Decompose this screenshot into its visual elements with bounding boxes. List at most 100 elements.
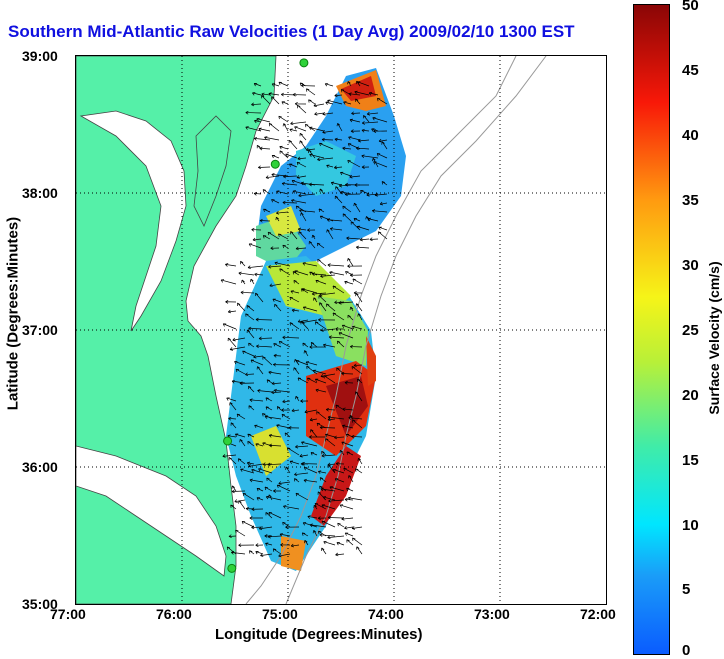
velocity-arrow bbox=[222, 323, 237, 330]
velocity-arrow bbox=[282, 399, 291, 404]
velocity-arrow bbox=[231, 379, 246, 384]
velocity-arrow bbox=[258, 336, 273, 341]
velocity-arrow bbox=[267, 231, 280, 240]
velocity-arrow bbox=[288, 139, 298, 150]
velocity-arrow bbox=[227, 309, 237, 314]
velocity-arrow bbox=[294, 126, 307, 132]
velocity-arrow bbox=[271, 381, 282, 386]
velocity-arrow bbox=[314, 321, 327, 330]
velocity-arrow bbox=[230, 504, 237, 510]
velocity-arrow bbox=[319, 533, 336, 537]
velocity-arrow bbox=[265, 406, 273, 411]
velocity-arrow bbox=[322, 130, 334, 134]
velocity-arrow bbox=[372, 117, 388, 123]
velocity-arrow bbox=[276, 190, 289, 195]
velocity-arrow bbox=[334, 478, 345, 483]
velocity-arrow bbox=[232, 337, 246, 342]
station-marker bbox=[270, 159, 280, 169]
velocity-arrow bbox=[378, 138, 388, 143]
station-marker bbox=[227, 563, 237, 573]
velocity-arrow bbox=[225, 300, 237, 304]
velocity-arrow bbox=[239, 381, 255, 386]
velocity-arrow bbox=[324, 83, 334, 87]
velocity-arrow bbox=[341, 324, 354, 330]
velocity-arrow bbox=[356, 225, 370, 231]
velocity-arrow bbox=[348, 416, 363, 420]
velocity-arrow bbox=[356, 146, 370, 151]
velocity-arrow bbox=[271, 96, 280, 105]
velocity-arrow bbox=[341, 516, 354, 521]
velocity-arrow bbox=[235, 368, 246, 375]
velocity-arrow bbox=[344, 380, 354, 385]
velocity-arrow bbox=[312, 369, 327, 375]
x-tick-label: 75:00 bbox=[262, 606, 298, 622]
velocity-arrow bbox=[241, 279, 246, 285]
velocity-arrow bbox=[311, 291, 327, 296]
velocity-arrow bbox=[301, 83, 316, 88]
velocity-arrow bbox=[325, 407, 336, 412]
velocity-arrow bbox=[264, 486, 273, 492]
velocity-arrow bbox=[281, 408, 291, 412]
velocity-arrow bbox=[290, 231, 298, 240]
velocity-arrow bbox=[246, 305, 255, 312]
velocity-arrow bbox=[270, 246, 280, 251]
velocity-arrow bbox=[254, 424, 264, 429]
velocity-arrow bbox=[254, 272, 264, 277]
velocity-arrow bbox=[356, 546, 363, 555]
velocity-arrow bbox=[309, 417, 318, 422]
velocity-arrow bbox=[346, 236, 361, 241]
velocity-arrow bbox=[322, 496, 336, 501]
velocity-arrow bbox=[350, 129, 361, 133]
velocity-arrow bbox=[281, 413, 291, 420]
velocity-arrow bbox=[354, 183, 370, 187]
colorbar-tick: 45 bbox=[682, 62, 699, 79]
velocity-arrow bbox=[340, 171, 352, 177]
velocity-arrow bbox=[251, 102, 262, 107]
velocity-arrow bbox=[291, 179, 307, 186]
velocity-arrow bbox=[334, 435, 345, 440]
velocity-arrow bbox=[335, 461, 345, 466]
velocity-arrow bbox=[267, 462, 282, 467]
velocity-arrow bbox=[252, 92, 262, 96]
velocity-arrow bbox=[268, 92, 280, 96]
velocity-arrow bbox=[258, 526, 273, 531]
velocity-arrow bbox=[296, 161, 307, 168]
velocity-arrow bbox=[337, 522, 345, 528]
x-tick-label: 76:00 bbox=[156, 606, 192, 622]
velocity-arrow bbox=[262, 235, 271, 240]
velocity-arrow bbox=[242, 492, 255, 501]
velocity-arrow bbox=[268, 264, 282, 269]
velocity-arrow bbox=[360, 190, 370, 195]
velocity-arrow bbox=[265, 175, 280, 179]
velocity-arrow bbox=[314, 378, 327, 384]
velocity-arrow bbox=[330, 181, 343, 186]
velocity-arrow bbox=[317, 491, 327, 501]
velocity-arrow bbox=[338, 332, 354, 339]
velocity-arrow bbox=[295, 395, 300, 402]
velocity-arrow bbox=[353, 291, 363, 295]
velocity-arrow bbox=[273, 343, 282, 348]
velocity-arrow bbox=[357, 378, 363, 384]
velocity-arrow bbox=[258, 127, 271, 132]
velocity-arrow bbox=[319, 302, 327, 312]
velocity-arrow bbox=[341, 371, 354, 376]
velocity-arrow bbox=[339, 504, 354, 510]
velocity-arrow bbox=[230, 551, 246, 555]
map-canvas bbox=[76, 56, 606, 604]
velocity-arrow bbox=[267, 534, 282, 539]
velocity-arrow bbox=[344, 532, 354, 537]
velocity-arrow bbox=[300, 212, 307, 222]
velocity-arrow bbox=[327, 515, 345, 520]
velocity-arrow bbox=[282, 123, 289, 132]
velocity-arrow bbox=[326, 218, 343, 222]
velocity-arrow bbox=[349, 174, 361, 179]
velocity-arrow bbox=[299, 140, 307, 150]
velocity-arrow bbox=[283, 174, 298, 179]
velocity-arrow bbox=[285, 466, 291, 474]
velocity-arrow bbox=[289, 322, 300, 330]
velocity-arrow bbox=[259, 146, 271, 151]
velocity-arrow bbox=[317, 258, 327, 267]
velocity-arrow bbox=[334, 93, 343, 98]
velocity-arrow bbox=[308, 99, 316, 105]
velocity-arrow bbox=[266, 477, 273, 483]
